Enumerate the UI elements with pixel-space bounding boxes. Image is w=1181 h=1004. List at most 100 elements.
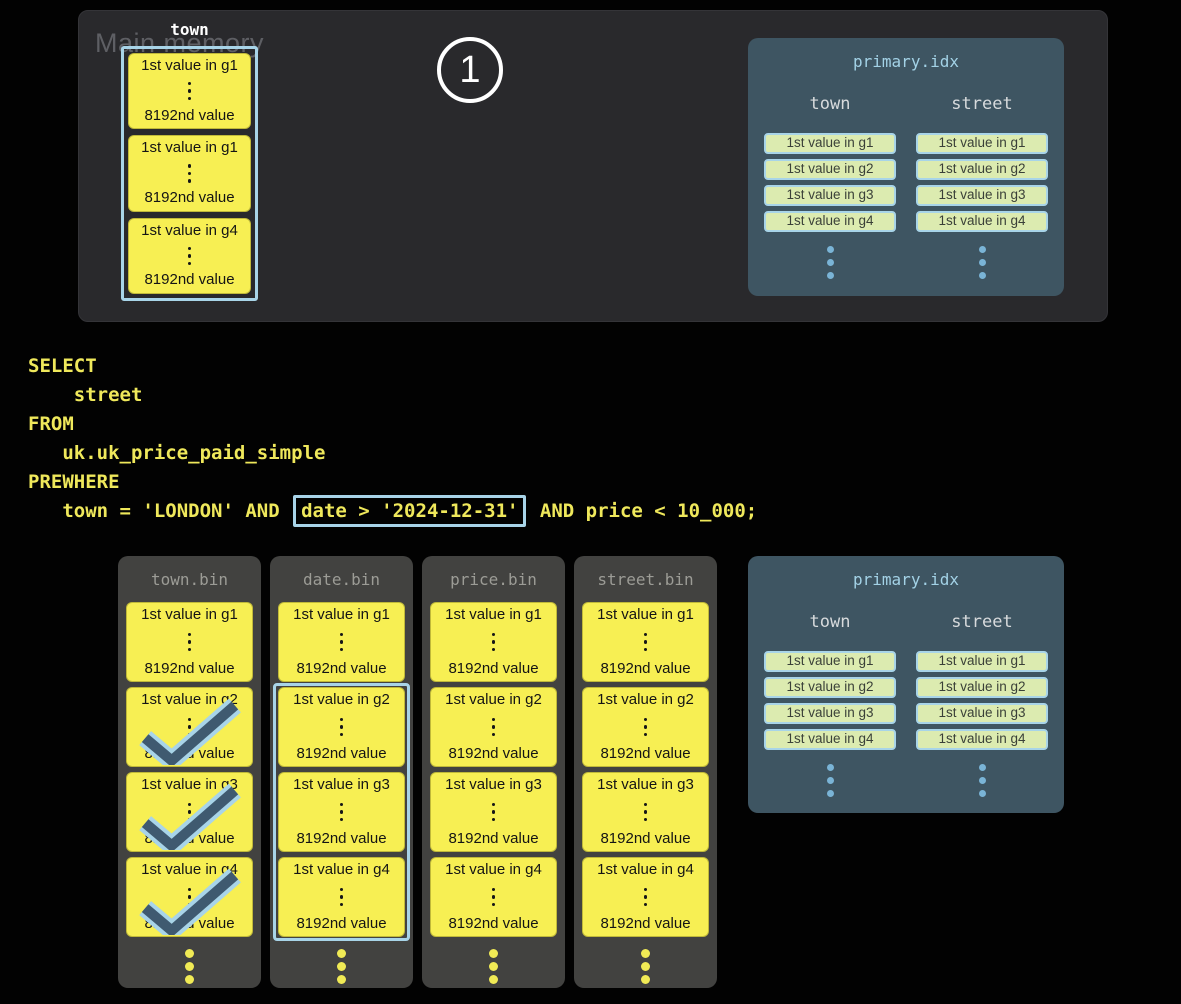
block-last-value: 8192nd value [448,659,539,677]
idx-entry: 1st value in g2 [916,676,1048,698]
dot [643,725,648,729]
value-block: 1st value in g3 8192nd value [126,772,253,852]
block-first-value: 1st value in g1 [141,606,238,623]
dot [491,732,496,737]
idx-entry: 1st value in g1 [916,132,1048,154]
dot [978,272,986,279]
block-last-value: 8192nd value [296,659,387,677]
dot [643,802,648,807]
dot [187,246,192,251]
dot [978,777,986,784]
vertical-ellipsis-icon [187,717,192,737]
dot [187,895,192,899]
dot [187,81,192,86]
dot [643,647,648,652]
dot [491,902,496,907]
primary-idx-title: primary.idx [853,52,959,71]
value-block: 1st value in g1 8192nd value [126,602,253,682]
vertical-ellipsis-icon [491,632,496,652]
dot [978,790,986,797]
dot [643,902,648,907]
dot [978,764,986,771]
sql-head: SELECT street FROM uk.uk_price_paid_simp… [28,355,326,522]
vertical-ellipsis-icon [339,802,344,822]
dot [643,887,648,892]
vertical-ellipsis-icon [187,632,192,652]
bin-panel-title: date.bin [302,570,381,589]
block-last-value: 8192nd value [144,189,235,207]
idx-entry: 1st value in g1 [916,650,1048,672]
dot [339,895,344,899]
dot [187,632,192,637]
dot [491,887,496,892]
block-first-value: 1st value in g2 [141,691,238,708]
vertical-ellipsis-icon [643,887,648,907]
dot [826,764,834,771]
block-last-value: 8192nd value [600,744,691,762]
block-first-value: 1st value in g3 [141,776,238,793]
vertical-ellipsis-icon [187,246,192,266]
vertical-ellipsis-icon [643,632,648,652]
block-first-value: 1st value in g4 [445,861,542,878]
block-first-value: 1st value in g3 [293,776,390,793]
value-block: 1st value in g1 8192nd value [582,602,709,682]
continuation-dots-icon [270,949,413,984]
block-first-value: 1st value in g4 [141,861,238,878]
dot [187,802,192,807]
dot [641,975,650,984]
block-first-value: 1st value in g2 [597,691,694,708]
idx-entry: 1st value in g1 [764,132,896,154]
continuation-dots-icon [826,764,834,797]
dot [826,246,834,253]
idx-column-header: street [951,94,1013,114]
idx-entry: 1st value in g3 [916,184,1048,206]
block-last-value: 8192nd value [448,914,539,932]
idx-entry: 1st value in g2 [764,676,896,698]
continuation-dots-icon [978,764,986,797]
dot [337,949,346,958]
dot [491,802,496,807]
block-last-value: 8192nd value [448,829,539,847]
value-block: 1st value in g4 8192nd value [128,217,251,294]
dot [978,259,986,266]
dot [491,725,496,729]
bin-panel-street-bin: street.bin 1st value in g1 8192nd value 1st… [574,556,717,988]
value-block: 1st value in g4 8192nd value [126,857,253,937]
block-first-value: 1st value in g1 [141,139,238,157]
dot [187,725,192,729]
dot [187,261,192,266]
block-last-value: 8192nd value [600,829,691,847]
block-last-value: 8192nd value [600,659,691,677]
value-block: 1st value in g1 8192nd value [278,602,405,682]
dot [187,717,192,722]
dot [643,640,648,644]
vertical-ellipsis-icon [491,802,496,822]
bin-panel-title: town.bin [150,570,229,589]
continuation-dots-icon [978,246,986,279]
bin-panel-town-bin: town.bin 1st value in g1 8192nd value 1st v… [118,556,261,988]
value-block: 1st value in g2 8192nd value [278,687,405,767]
primary-idx-column-town: town 1st value in g1 1st value in g2 1st va… [760,588,900,797]
block-first-value: 1st value in g4 [597,861,694,878]
dot [489,975,498,984]
block-last-value: 8192nd value [144,744,235,762]
block-first-value: 1st value in g3 [445,776,542,793]
block-first-value: 1st value in g2 [293,691,390,708]
memory-column-highlight-box: 1st value in g1 8192nd value 1st value in … [121,46,258,301]
primary-idx-columns: town 1st value in g1 1st value in g2 1st va… [748,588,1064,797]
value-block: 1st value in g2 8192nd value [430,687,557,767]
continuation-dots-icon [422,949,565,984]
dot [187,171,192,176]
vertical-ellipsis-icon [339,632,344,652]
dot [187,902,192,907]
dot [337,962,346,971]
value-block: 1st value in g2 8192nd value [582,687,709,767]
block-first-value: 1st value in g1 [293,606,390,623]
idx-entry-list: 1st value in g1 1st value in g2 1st value … [764,648,896,752]
idx-entry: 1st value in g4 [764,210,896,232]
primary-idx-panel-top: primary.idx town 1st value in g1 1st value… [748,38,1064,296]
dot [185,975,194,984]
dot [187,254,192,258]
primary-idx-panel-bottom: primary.idx town 1st value in g1 1st value… [748,556,1064,813]
idx-entry: 1st value in g2 [764,158,896,180]
